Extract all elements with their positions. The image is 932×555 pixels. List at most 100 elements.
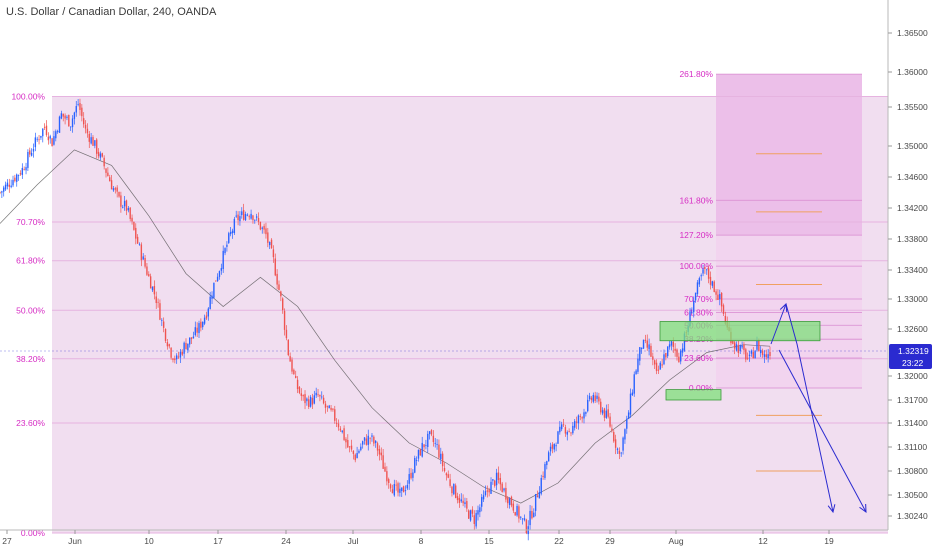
candle: [38, 139, 40, 141]
candle: [613, 432, 615, 442]
candle: [174, 358, 176, 361]
candle: [676, 349, 678, 357]
candle: [6, 182, 9, 187]
candle: [365, 438, 368, 445]
candle: [521, 518, 524, 520]
candle: [144, 258, 146, 267]
candle: [179, 351, 182, 358]
candle: [546, 461, 548, 466]
candle: [207, 308, 210, 317]
candle: [473, 515, 475, 524]
candle: [698, 278, 701, 285]
candle: [745, 349, 747, 360]
candle: [434, 442, 436, 444]
candle: [213, 282, 215, 298]
candle: [220, 268, 223, 271]
candle: [440, 453, 442, 460]
candle: [596, 395, 598, 399]
candle: [267, 232, 269, 243]
candle: [566, 432, 568, 435]
candle: [371, 435, 373, 437]
candle: [189, 337, 191, 345]
candle: [490, 481, 492, 494]
candle: [583, 412, 585, 419]
time-tick-label: 27: [2, 536, 12, 546]
candle: [765, 354, 767, 358]
candle: [75, 106, 77, 113]
moving-average-layer: [0, 149, 771, 504]
time-tick-label: Jul: [348, 536, 359, 546]
candle: [254, 219, 256, 221]
candle: [315, 392, 317, 396]
left-fib-label-1: 70.70%: [16, 217, 45, 227]
price-tick-label: 1.31100: [897, 442, 927, 452]
resistance-zone[interactable]: [659, 321, 821, 342]
price-tick-label: 1.35500: [897, 102, 928, 112]
candle: [136, 236, 139, 244]
price-tick-label: 1.30240: [897, 511, 928, 521]
candle: [382, 455, 384, 469]
candle: [343, 428, 345, 440]
time-tick-label: 19: [824, 536, 834, 546]
right-fib-label-4: 70.70%: [684, 294, 713, 304]
candle: [510, 496, 513, 506]
candle: [0, 192, 1, 194]
candle: [758, 339, 760, 352]
right-fib-label-8: 23.60%: [684, 353, 713, 363]
candle: [412, 472, 414, 478]
time-tick-label: Jun: [68, 536, 82, 546]
candle: [627, 412, 630, 420]
candle: [700, 275, 702, 277]
candle: [192, 336, 195, 339]
candle: [4, 184, 7, 190]
candle: [529, 510, 531, 526]
candle: [109, 177, 111, 182]
candle: [200, 321, 202, 328]
candle: [345, 438, 347, 443]
candle: [486, 490, 488, 492]
candle: [58, 116, 61, 133]
support-zone[interactable]: [665, 389, 722, 401]
right-fib-label-1: 161.80%: [679, 195, 713, 205]
candle: [665, 353, 667, 358]
candle: [732, 341, 734, 344]
candle: [99, 153, 102, 158]
candle: [64, 115, 66, 119]
candle: [242, 210, 245, 220]
candle: [96, 139, 98, 154]
candle: [335, 422, 338, 424]
candle: [574, 421, 576, 428]
candle: [149, 276, 152, 289]
candle: [743, 344, 745, 351]
candle: [309, 396, 312, 407]
candle: [185, 342, 187, 350]
candle: [704, 267, 706, 269]
time-tick-label: 8: [419, 536, 424, 546]
candle: [133, 221, 135, 230]
candle: [629, 393, 632, 415]
price-tick-label: 1.34600: [897, 172, 928, 182]
candle: [707, 268, 710, 279]
candle: [198, 323, 200, 334]
candle: [287, 339, 289, 356]
candle: [350, 445, 353, 450]
candle: [356, 453, 358, 459]
time-axis[interactable]: 27 Jun 10 17 24 Jul 8 15 22 29 Aug 12 19: [2, 530, 834, 546]
candle: [313, 395, 316, 404]
candle: [601, 410, 604, 414]
candle: [388, 479, 390, 483]
candle: [614, 439, 617, 448]
candle: [609, 416, 611, 427]
candle: [458, 497, 461, 503]
candle: [410, 472, 412, 479]
candle: [538, 491, 541, 499]
candle: [190, 337, 193, 340]
arrow-down-path-a-head: [827, 504, 836, 514]
price-axis[interactable]: 1.36500 1.36000 1.35500 1.35000 1.34600 1.342…: [888, 28, 928, 521]
candle: [25, 167, 27, 171]
candle: [520, 516, 522, 518]
candle: [177, 356, 180, 358]
bar-countdown: 23:22: [902, 358, 924, 368]
candle: [298, 387, 301, 393]
